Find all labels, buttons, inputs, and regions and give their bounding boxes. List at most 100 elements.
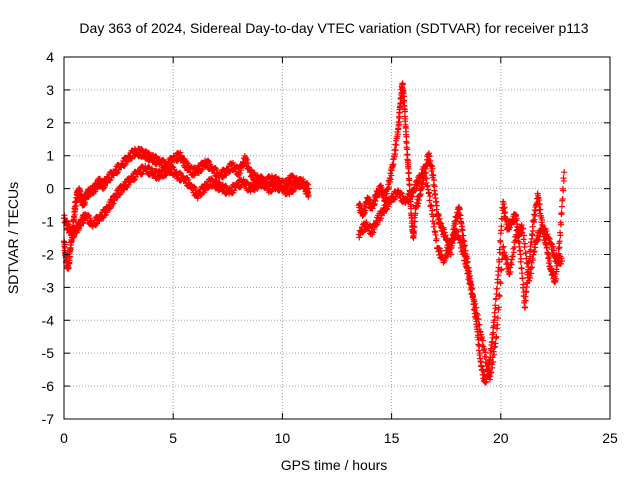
data-point-interp	[238, 167, 245, 174]
data-point-interp	[473, 304, 480, 311]
data-point	[517, 251, 524, 258]
data-point-interp	[396, 109, 403, 116]
y-tick-label: 4	[46, 49, 54, 65]
data-point	[493, 333, 500, 340]
data-point-interp	[421, 165, 428, 172]
data-point-interp	[366, 196, 373, 203]
data-point-interp	[521, 232, 528, 239]
data-point-interp	[406, 196, 413, 203]
data-point-interp	[559, 196, 566, 203]
data-point-interp	[205, 157, 212, 164]
data-point-interp	[491, 313, 498, 320]
data-point-interp	[362, 207, 369, 214]
data-point-interp	[110, 200, 117, 207]
data-point-interp	[462, 257, 469, 264]
data-point-interp	[494, 285, 501, 292]
data-point-interp	[548, 240, 555, 247]
data-point-interp	[245, 160, 252, 167]
data-point-interp	[493, 291, 500, 298]
data-point-interp	[431, 183, 438, 190]
data-point-interp	[479, 337, 486, 344]
axis-ticks: 0 5 10 15 20 25 -7 -6 -5 -4 -3 -2 -1 0 1 2 3 4	[42, 49, 618, 446]
data-point-interp	[406, 182, 413, 189]
data-point-interp	[546, 258, 553, 265]
data-point-interp	[519, 275, 526, 282]
data-point-interp	[359, 229, 366, 236]
data-point-interp	[388, 172, 395, 179]
data-point-interp	[418, 185, 425, 192]
data-point-interp	[516, 240, 523, 247]
data-point-interp	[392, 147, 399, 154]
data-point	[561, 169, 568, 176]
data-point-interp	[85, 212, 92, 219]
data-point	[305, 185, 312, 192]
data-point-interp	[521, 240, 528, 247]
data-point-interp	[464, 267, 471, 274]
data-point-interp	[390, 161, 397, 168]
y-tick-label: -4	[42, 312, 55, 328]
data-point-interp	[519, 270, 526, 277]
data-point-interp	[527, 246, 534, 253]
data-point-interp	[496, 293, 503, 300]
data-point-interp	[492, 340, 499, 347]
data-point-interp	[114, 170, 121, 177]
data-point-interp	[169, 163, 176, 170]
data-point-interp	[219, 174, 226, 181]
data-point-interp	[79, 220, 86, 227]
data-point-interp	[488, 369, 495, 376]
data-point-interp	[520, 281, 527, 288]
data-point-interp	[491, 351, 498, 358]
data-point-interp	[438, 220, 445, 227]
data-point-interp	[508, 261, 515, 268]
data-point-interp	[429, 165, 436, 172]
data-point-interp	[397, 189, 404, 196]
data-point-interp	[532, 207, 539, 214]
data-point-interp	[247, 166, 254, 173]
data-point-interp	[557, 232, 564, 239]
data-point-interp	[262, 178, 269, 185]
data-point-interp	[66, 223, 73, 230]
data-point-interp	[483, 353, 490, 360]
y-tick-label: -5	[42, 345, 55, 361]
data-point-interp	[404, 151, 411, 158]
data-point-interp	[553, 268, 560, 275]
data-point-interp	[556, 244, 563, 251]
data-point-interp	[509, 253, 516, 260]
data-point-interp	[433, 202, 440, 209]
data-point-interp	[386, 184, 393, 191]
data-point-interp	[243, 179, 250, 186]
data-points	[61, 80, 568, 386]
data-point-interp	[371, 200, 378, 207]
x-tick-label: 10	[275, 430, 291, 446]
data-point-interp	[518, 222, 525, 229]
data-point-interp	[495, 304, 502, 311]
data-point-interp	[190, 183, 197, 190]
data-point-interp	[396, 115, 403, 122]
data-point-interp	[550, 243, 557, 250]
data-point-interp	[469, 286, 476, 293]
data-point-interp	[484, 359, 491, 366]
data-point-interp	[531, 216, 538, 223]
data-point-interp	[213, 166, 220, 173]
data-point-interp	[422, 169, 429, 176]
y-tick-label: -2	[42, 246, 55, 262]
data-point-interp	[392, 151, 399, 158]
data-point-interp	[481, 345, 488, 352]
data-point-interp	[117, 190, 124, 197]
data-point-interp	[387, 176, 394, 183]
data-point-interp	[428, 162, 435, 169]
data-point	[513, 211, 520, 218]
data-point-interp	[459, 227, 466, 234]
data-point-interp	[183, 159, 190, 166]
data-point-interp	[511, 244, 518, 251]
data-point-interp	[124, 158, 131, 165]
data-point-interp	[543, 228, 550, 235]
data-point-interp	[461, 251, 468, 258]
data-point	[473, 310, 480, 317]
data-point-interp	[426, 189, 433, 196]
data-point-interp	[393, 141, 400, 148]
y-tick-label: 3	[46, 82, 54, 98]
data-point-interp	[546, 254, 553, 261]
data-point-interp	[445, 246, 452, 253]
